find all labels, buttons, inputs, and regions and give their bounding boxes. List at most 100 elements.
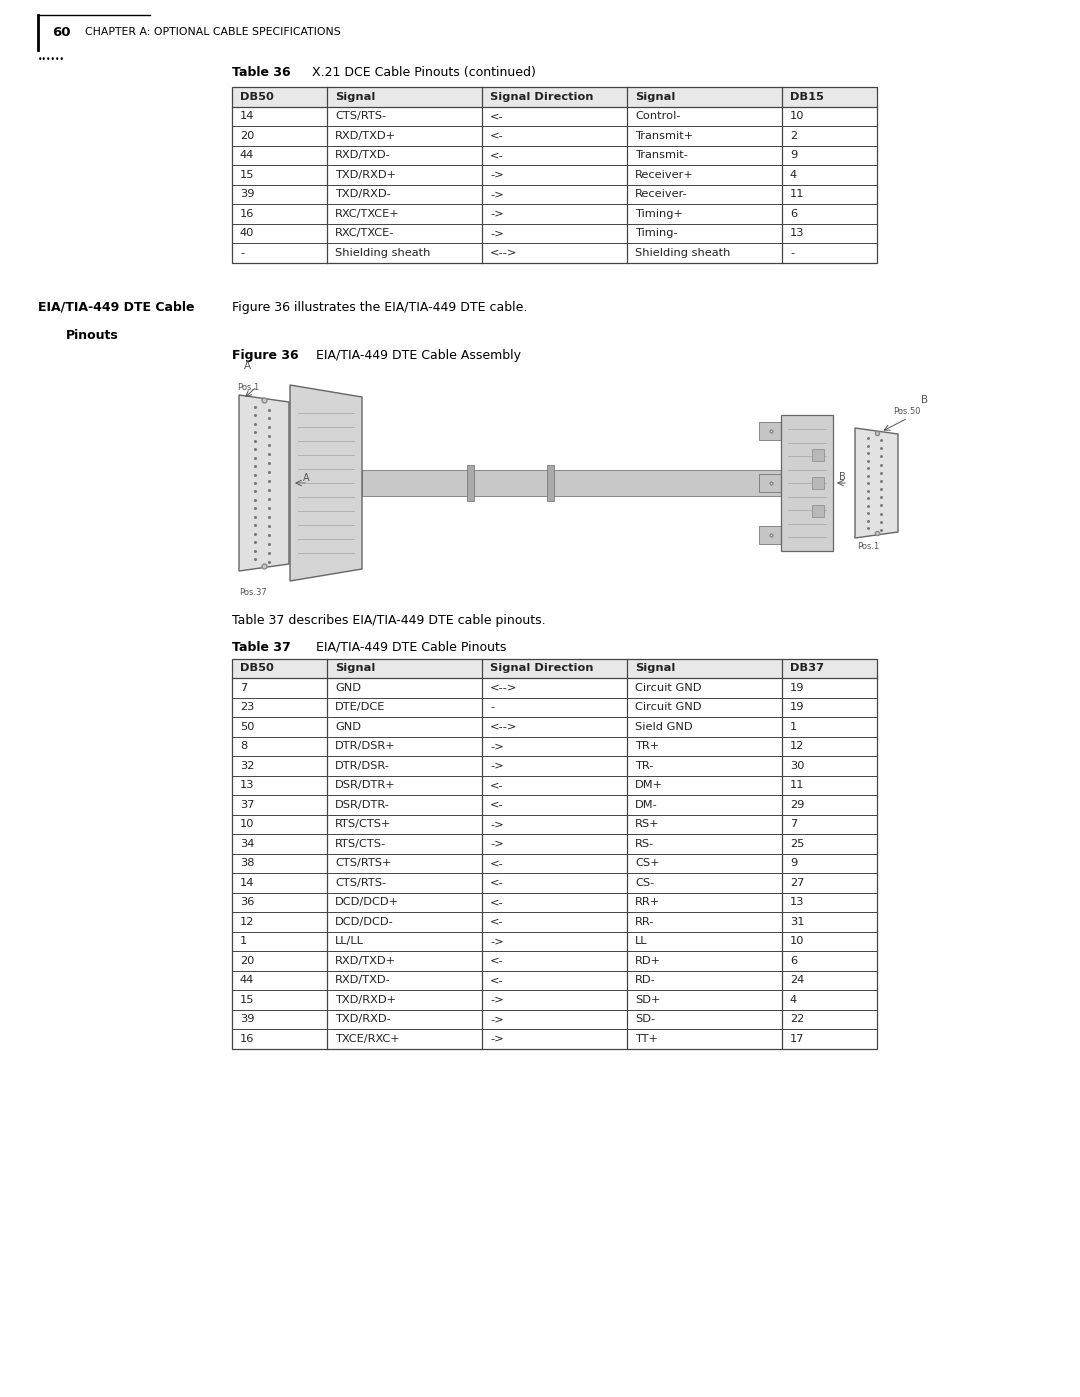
Text: ->: -> [490,995,503,1004]
Text: <-: <- [490,131,503,141]
Text: 9: 9 [789,858,797,869]
Text: <-: <- [490,799,503,810]
Text: TR+: TR+ [635,742,659,752]
Polygon shape [855,427,897,538]
Text: Circuit GND: Circuit GND [635,683,702,693]
Text: DTR/DSR+: DTR/DSR+ [335,742,395,752]
Text: <-->: <--> [490,722,517,732]
Text: 8: 8 [240,742,247,752]
Text: A: A [244,360,252,370]
Text: Control-: Control- [635,112,680,122]
Bar [812,504,824,517]
Text: DB37: DB37 [789,664,824,673]
Text: DM+: DM+ [635,781,663,791]
Text: TXD/RXD-: TXD/RXD- [335,189,391,200]
Text: RS+: RS+ [635,819,660,830]
Text: 38: 38 [240,858,255,869]
Text: <-->: <--> [490,683,517,693]
Text: TXD/RXD+: TXD/RXD+ [335,995,396,1004]
Text: Pos.1: Pos.1 [237,383,259,391]
Text: ->: -> [490,228,503,239]
Text: X.21 DCE Cable Pinouts (continued): X.21 DCE Cable Pinouts (continued) [303,66,536,80]
Text: 32: 32 [240,761,255,771]
Text: 1: 1 [240,936,247,946]
Text: EIA/TIA-449 DTE Cable Pinouts: EIA/TIA-449 DTE Cable Pinouts [303,640,507,654]
Text: <-: <- [490,112,503,122]
Text: DCD/DCD-: DCD/DCD- [335,916,394,926]
Text: TXD/RXD-: TXD/RXD- [335,1014,391,1024]
Bar [812,448,824,461]
Text: Circuit GND: Circuit GND [635,703,702,712]
Text: 24: 24 [789,975,805,985]
Text: DB50: DB50 [240,664,274,673]
Text: Timing+: Timing+ [635,208,683,219]
Text: LL: LL [635,936,648,946]
Text: 16: 16 [240,1034,255,1044]
Text: CTS/RTS-: CTS/RTS- [335,112,387,122]
Text: 20: 20 [240,131,255,141]
Text: Shielding sheath: Shielding sheath [335,247,430,258]
Text: 39: 39 [240,1014,255,1024]
Text: Receiver-: Receiver- [635,189,688,200]
Text: TR-: TR- [635,761,653,771]
Text: 9: 9 [789,151,797,161]
Text: ••••••: •••••• [38,56,65,64]
Text: CTS/RTS-: CTS/RTS- [335,877,387,887]
Text: 16: 16 [240,208,255,219]
Text: RD-: RD- [635,975,656,985]
Text: 44: 44 [240,975,254,985]
Text: 11: 11 [789,189,805,200]
Bar [759,474,781,492]
Text: RS-: RS- [635,838,654,849]
Text: RR-: RR- [635,916,654,926]
Text: B: B [921,395,928,405]
Text: EIA/TIA-449 DTE Cable Assembly: EIA/TIA-449 DTE Cable Assembly [303,348,521,362]
Text: 27: 27 [789,877,805,887]
Text: Signal Direction: Signal Direction [490,664,594,673]
Text: Timing-: Timing- [635,228,677,239]
Text: RXC/TXCE-: RXC/TXCE- [335,228,394,239]
Text: ->: -> [490,170,503,180]
Text: Sield GND: Sield GND [635,722,692,732]
Text: B: B [839,472,846,482]
Text: <-: <- [490,877,503,887]
Text: Signal: Signal [635,664,675,673]
Text: Signal: Signal [635,92,675,102]
Text: Receiver+: Receiver+ [635,170,693,180]
Text: <-: <- [490,897,503,907]
Text: 11: 11 [789,781,805,791]
Bar [362,469,781,496]
Text: 13: 13 [789,897,805,907]
Text: TXD/RXD+: TXD/RXD+ [335,170,396,180]
Text: 1: 1 [789,722,797,732]
Text: -: - [490,703,495,712]
Text: DM-: DM- [635,799,658,810]
Text: 25: 25 [789,838,805,849]
Text: Pos.1: Pos.1 [858,542,879,550]
Text: <-->: <--> [490,247,517,258]
Bar [546,465,554,502]
Text: Table 37: Table 37 [232,640,291,654]
Text: -: - [789,247,794,258]
Bar [232,87,877,263]
Text: ->: -> [490,1014,503,1024]
Text: 10: 10 [240,819,255,830]
Text: RXD/TXD-: RXD/TXD- [335,151,391,161]
Text: <-: <- [490,781,503,791]
Text: 13: 13 [789,228,805,239]
Text: 2: 2 [789,131,797,141]
Text: RTS/CTS-: RTS/CTS- [335,838,387,849]
Text: SD+: SD+ [635,995,660,1004]
Text: TT+: TT+ [635,1034,658,1044]
Bar [759,527,781,543]
Text: 60: 60 [52,25,70,39]
Text: 44: 44 [240,151,254,161]
Text: 40: 40 [240,228,255,239]
Text: ->: -> [490,819,503,830]
Text: 10: 10 [789,112,805,122]
Text: 36: 36 [240,897,255,907]
Text: RXD/TXD-: RXD/TXD- [335,975,391,985]
Text: <-: <- [490,916,503,926]
Polygon shape [239,395,289,571]
Text: EIA/TIA-449 DTE Cable: EIA/TIA-449 DTE Cable [38,300,194,313]
